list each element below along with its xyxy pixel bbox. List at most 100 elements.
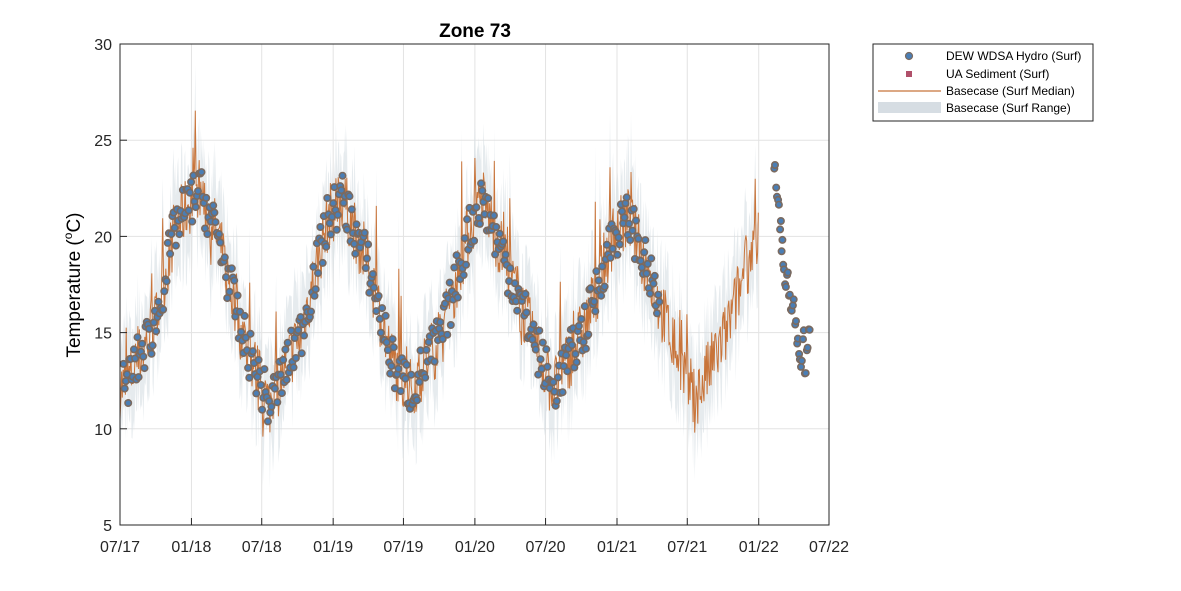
data-point [781,282,790,291]
data-point [270,384,279,393]
data-point [531,345,540,354]
data-point [521,289,530,298]
data-point [130,345,139,354]
data-point [225,287,234,296]
data-point [220,253,229,262]
data-point [240,311,249,320]
data-point [649,279,658,288]
data-point [282,375,291,384]
data-point [133,333,142,342]
x-tick-label: 07/21 [667,539,707,556]
data-point [339,198,348,207]
data-point [237,327,246,336]
data-point [598,262,607,271]
data-point [463,215,472,224]
data-point [513,306,522,315]
data-point [536,355,545,364]
data-point [294,326,303,335]
data-point [197,168,206,177]
data-point [640,248,649,257]
data-point [645,289,654,298]
data-point [333,210,342,219]
y-tick-label: 30 [94,37,112,54]
legend-label-basecase-median: Basecase (Surf Median) [946,84,1075,98]
data-point [615,240,624,249]
data-point [332,225,341,234]
data-point [263,417,272,426]
data-point [277,389,286,398]
data-point [227,264,236,273]
data-point [310,291,319,300]
data-point [461,260,470,269]
data-point [798,335,807,344]
data-point [289,363,298,372]
x-tick-label: 07/17 [100,539,140,556]
data-point [351,249,360,258]
data-point [789,295,798,304]
data-point [223,294,232,303]
data-point [626,236,635,245]
x-tick-label: 01/19 [313,539,353,556]
data-point [381,311,390,320]
data-point [279,355,288,364]
x-tick-label: 01/22 [739,539,779,556]
data-point [337,186,346,195]
data-point [350,239,359,248]
data-point [446,320,455,329]
data-point [506,264,515,273]
data-point [273,398,282,407]
data-point [185,188,194,197]
data-point [401,374,410,383]
data-point [299,331,308,340]
data-point [475,219,484,228]
data-point [325,219,334,228]
data-point [258,405,267,414]
data-point [252,389,261,398]
marker-layer [119,161,814,426]
data-point [614,233,623,242]
data-point [421,373,430,382]
y-tick-label: 20 [94,229,112,246]
data-point [318,258,327,267]
data-point [148,341,157,350]
data-point [375,314,384,323]
data-point [422,345,431,354]
data-point [460,234,469,243]
y-tick-label: 10 [94,422,112,439]
data-point [535,326,544,335]
x-tick-label: 07/22 [809,539,849,556]
data-point [140,364,149,373]
data-point [343,225,352,234]
data-point [145,324,154,333]
data-point [636,256,645,265]
data-point [543,362,552,371]
y-tick-label: 25 [94,133,112,150]
data-point [389,343,398,352]
data-point [629,205,638,214]
data-point [774,200,783,209]
data-point [256,380,265,389]
data-point [184,206,193,215]
data-point [396,387,405,396]
data-point [600,282,609,291]
data-point [167,230,176,239]
data-point [347,205,356,214]
data-point [489,211,498,220]
data-point [322,242,331,251]
data-point [655,297,664,306]
legend: DEW WDSA Hydro (Surf) UA Sediment (Surf)… [872,43,1094,122]
data-point [311,285,320,294]
data-point [450,263,459,272]
data-point [361,263,370,272]
data-point [202,193,211,202]
data-point [211,218,220,227]
data-point [606,253,615,262]
data-point [641,236,650,245]
data-point [776,225,785,234]
data-point [160,287,169,296]
data-point [538,338,547,347]
data-point [628,226,637,235]
data-point [194,187,203,196]
data-point [203,230,212,239]
data-point [415,377,424,386]
